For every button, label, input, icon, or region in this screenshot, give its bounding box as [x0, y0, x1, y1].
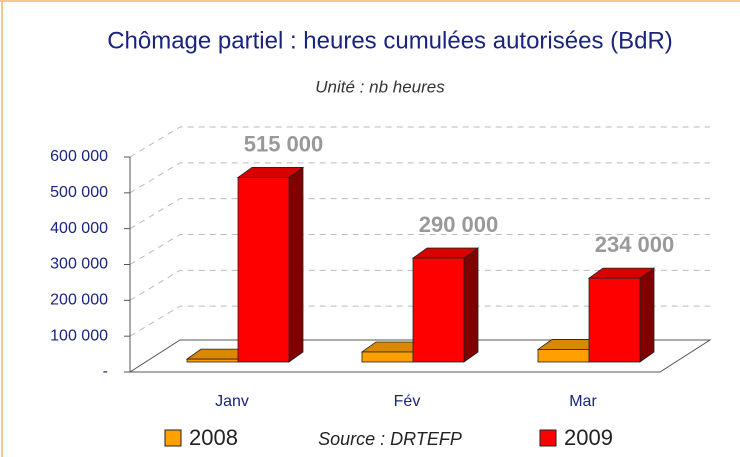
y-tick-label: 500 000 — [50, 184, 108, 201]
y-tick-label: 200 000 — [50, 292, 108, 309]
bar — [361, 351, 414, 363]
x-tick-label: Fév — [394, 393, 421, 410]
y-tick-label: 600 000 — [50, 148, 108, 165]
x-tick-label: Janv — [215, 393, 249, 410]
bar — [412, 257, 465, 363]
grid-line — [129, 269, 710, 301]
data-label: 515 000 — [244, 131, 324, 156]
bar — [237, 177, 290, 363]
chart-title: Chômage partiel : heures cumulées autori… — [107, 27, 673, 54]
subtitle: Unité : nb heures — [315, 77, 445, 96]
bar-side — [639, 267, 655, 363]
y-tick-label: 100 000 — [50, 327, 108, 344]
legend-label: 2009 — [564, 425, 613, 450]
legend-swatch — [164, 429, 182, 447]
x-tick-label: Mar — [569, 393, 597, 410]
bar — [537, 349, 590, 363]
grid-line — [129, 126, 710, 158]
grid-line — [129, 234, 710, 265]
grid-line — [129, 198, 710, 230]
y-tick-label: 400 000 — [50, 220, 108, 237]
y-tick-label: 300 000 — [50, 256, 108, 273]
y-tick-label: - — [103, 363, 108, 380]
bar-side — [288, 166, 304, 363]
bar — [588, 277, 641, 363]
legend-label: 2008 — [189, 425, 238, 450]
grid-line — [129, 305, 710, 337]
grid-line — [129, 162, 710, 194]
legend-swatch — [539, 429, 557, 447]
data-label: 234 000 — [595, 232, 675, 257]
bar — [186, 358, 239, 363]
source: Source : DRTEFP — [318, 429, 462, 449]
bar-side — [463, 247, 479, 363]
data-label: 290 000 — [419, 212, 499, 237]
